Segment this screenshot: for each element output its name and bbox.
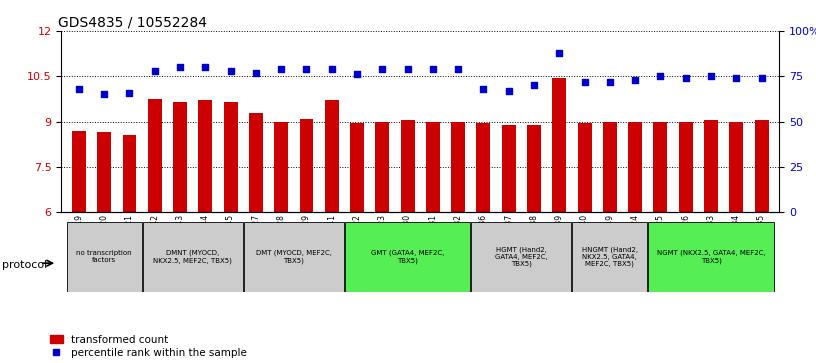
Bar: [502, 125, 516, 212]
Point: [351, 72, 364, 77]
Point: [149, 68, 162, 74]
Bar: [426, 122, 440, 212]
Point: [730, 75, 743, 81]
Bar: [730, 122, 743, 212]
Legend: transformed count, percentile rank within the sample: transformed count, percentile rank withi…: [50, 335, 246, 358]
Point: [704, 73, 717, 79]
Text: DMNT (MYOCD,
NKX2.5, MEF2C, TBX5): DMNT (MYOCD, NKX2.5, MEF2C, TBX5): [153, 250, 232, 264]
Point: [628, 77, 641, 83]
Point: [326, 66, 339, 72]
Text: HNGMT (Hand2,
NKX2.5, GATA4,
MEF2C, TBX5): HNGMT (Hand2, NKX2.5, GATA4, MEF2C, TBX5…: [582, 246, 638, 267]
Bar: [451, 122, 465, 212]
Point: [376, 66, 389, 72]
Point: [98, 91, 111, 97]
Bar: [148, 99, 162, 212]
Point: [679, 75, 692, 81]
Text: GMT (GATA4, MEF2C,
TBX5): GMT (GATA4, MEF2C, TBX5): [371, 250, 444, 264]
Point: [527, 82, 540, 88]
Bar: [122, 135, 136, 212]
Bar: [628, 122, 642, 212]
Text: NGMT (NKX2.5, GATA4, MEF2C,
TBX5): NGMT (NKX2.5, GATA4, MEF2C, TBX5): [657, 250, 765, 264]
Bar: [477, 123, 490, 212]
Point: [300, 66, 313, 72]
Point: [224, 68, 237, 74]
Point: [603, 79, 616, 85]
Point: [502, 88, 515, 94]
Bar: [755, 120, 769, 212]
Point: [123, 90, 136, 95]
Bar: [274, 122, 288, 212]
Bar: [143, 222, 242, 291]
Point: [451, 66, 464, 72]
Point: [174, 64, 187, 70]
Bar: [345, 222, 470, 291]
Point: [199, 64, 212, 70]
Bar: [552, 78, 566, 212]
Point: [426, 66, 439, 72]
Text: protocol: protocol: [2, 260, 47, 270]
Bar: [654, 122, 667, 212]
Point: [275, 66, 288, 72]
Point: [401, 66, 415, 72]
Bar: [350, 123, 364, 212]
Point: [654, 73, 667, 79]
Text: GDS4835 / 10552284: GDS4835 / 10552284: [58, 16, 206, 30]
Bar: [67, 222, 142, 291]
Bar: [244, 222, 344, 291]
Bar: [97, 132, 111, 212]
Bar: [375, 122, 389, 212]
Bar: [527, 125, 541, 212]
Text: DMT (MYOCD, MEF2C,
TBX5): DMT (MYOCD, MEF2C, TBX5): [256, 250, 332, 264]
Bar: [648, 222, 774, 291]
Bar: [198, 101, 212, 212]
Bar: [72, 131, 86, 212]
Bar: [679, 122, 693, 212]
Bar: [299, 119, 313, 212]
Text: HGMT (Hand2,
GATA4, MEF2C,
TBX5): HGMT (Hand2, GATA4, MEF2C, TBX5): [495, 246, 548, 267]
Bar: [401, 120, 415, 212]
Bar: [224, 102, 237, 212]
Bar: [325, 101, 339, 212]
Bar: [578, 123, 592, 212]
Point: [477, 86, 490, 92]
Bar: [603, 122, 617, 212]
Text: no transcription
factors: no transcription factors: [77, 250, 132, 263]
Point: [578, 79, 591, 85]
Bar: [472, 222, 571, 291]
Bar: [249, 113, 263, 212]
Bar: [173, 102, 187, 212]
Point: [552, 50, 565, 56]
Point: [73, 86, 86, 92]
Point: [250, 70, 263, 76]
Bar: [704, 120, 718, 212]
Point: [755, 75, 768, 81]
Bar: [573, 222, 647, 291]
